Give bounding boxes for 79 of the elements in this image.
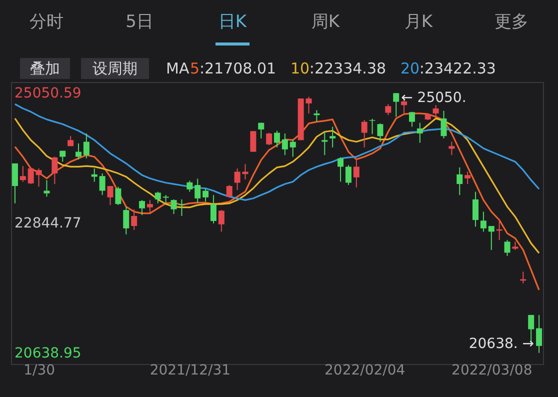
candlestick (266, 132, 272, 146)
candlestick (488, 226, 494, 250)
line-series (14, 118, 540, 254)
text: 更多 (494, 12, 528, 32)
candlestick (139, 200, 146, 216)
candlestick (218, 210, 224, 232)
candlestick (322, 131, 328, 156)
candlestick (330, 126, 336, 148)
text: 5日 (126, 12, 154, 32)
candlestick (353, 158, 360, 188)
text: 分时 (30, 12, 64, 32)
x-tick-label: 2022/03/08 (452, 362, 532, 378)
candlestick (338, 156, 344, 182)
text: 周K (311, 12, 340, 32)
candlestick (432, 104, 439, 117)
candlestick (258, 122, 264, 139)
text: 月K (404, 12, 434, 32)
text: :23422.33 (419, 60, 496, 78)
text: :22334.38 (309, 60, 386, 78)
candlestick (146, 200, 153, 214)
candlestick (472, 191, 479, 228)
candlestick (345, 164, 352, 186)
candlestick (456, 166, 463, 196)
candlestick (36, 168, 42, 188)
text: 日K (218, 12, 248, 32)
legend-title: MA (166, 60, 190, 78)
candlestick (44, 180, 50, 198)
candlestick (448, 141, 455, 156)
candlestick (154, 191, 161, 204)
candlestick (250, 130, 256, 152)
candlestick (99, 172, 106, 196)
x-tick-label: 1/30 (24, 362, 56, 378)
candlestick (210, 194, 216, 224)
candlestick (393, 92, 400, 118)
candlestick (28, 166, 34, 185)
candlestick (274, 130, 280, 148)
candlestick (536, 314, 542, 354)
candlestick (369, 118, 376, 135)
candlestick (20, 166, 26, 182)
candlestick (464, 171, 471, 185)
candlestick (123, 206, 130, 235)
candlestick (162, 194, 169, 204)
candlestick (504, 240, 510, 256)
line-series (14, 112, 540, 291)
candlestick (282, 132, 288, 156)
candlestick (480, 211, 486, 232)
text: 5 (190, 60, 200, 78)
candlestick (306, 96, 312, 114)
candlestick (226, 184, 232, 198)
annotation: 20638. → (468, 336, 534, 352)
candlestick (440, 110, 447, 139)
annotation: ← 25050. (401, 90, 466, 106)
candlestick (75, 142, 82, 160)
x-tick-label: 2021/12/31 (150, 362, 231, 378)
candlestick (408, 111, 415, 128)
text: 叠加 (30, 60, 60, 78)
candlestick (385, 104, 392, 116)
candlestick (52, 156, 58, 185)
candlestick (107, 186, 114, 206)
candlestick (115, 186, 122, 206)
candlestick (186, 180, 193, 192)
text: :21708.01 (199, 60, 276, 78)
candlestick (416, 122, 423, 144)
line-series (14, 103, 540, 201)
text: 设周期 (92, 60, 138, 78)
text: 10 (290, 60, 310, 78)
candlestick (131, 208, 138, 231)
candlestick (83, 132, 90, 159)
y-tick-label: 25050.59 (14, 86, 82, 102)
candlestick (202, 188, 209, 202)
text: 20 (400, 60, 420, 78)
candlestick (377, 122, 384, 142)
x-tick-label: 2022/02/04 (324, 362, 406, 378)
y-tick-label: 20638.95 (14, 345, 82, 362)
candlestick (361, 120, 368, 148)
candlestick (290, 138, 296, 158)
candlestick (194, 178, 201, 204)
candlestick (12, 162, 18, 204)
y-tick-label: 22844.77 (14, 216, 82, 232)
